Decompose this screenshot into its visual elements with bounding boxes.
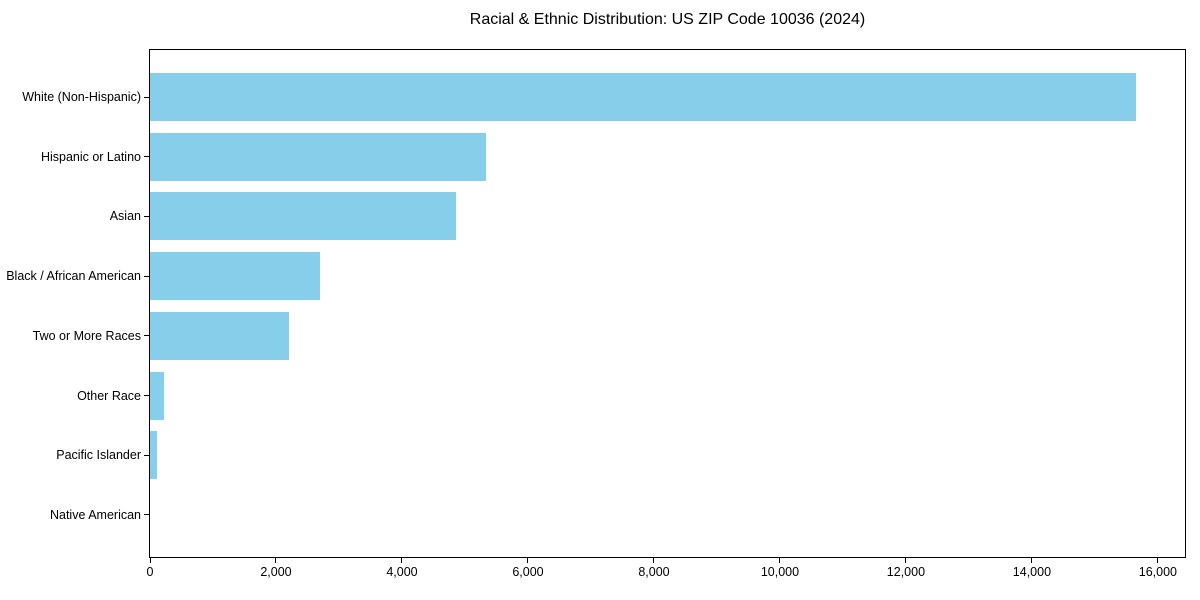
- y-tick-label: Two or More Races: [32, 328, 141, 343]
- x-tick-mark: [149, 558, 151, 563]
- y-tick-mark: [144, 275, 149, 277]
- bar: [150, 252, 321, 301]
- x-tick-label: 10,000: [760, 565, 800, 579]
- y-tick-mark: [144, 514, 149, 516]
- x-tick-label: 4,000: [386, 565, 418, 579]
- x-tick-label: 8,000: [638, 565, 670, 579]
- y-tick-label: Hispanic or Latino: [40, 149, 141, 164]
- y-tick-mark: [144, 156, 149, 158]
- y-tick-mark: [144, 395, 149, 396]
- bar: [150, 192, 456, 241]
- y-tick-label: White (Non-Hispanic): [22, 90, 141, 104]
- y-tick-label: Asian: [109, 209, 141, 224]
- y-tick-label: Other Race: [77, 388, 141, 403]
- x-tick-mark: [1157, 558, 1159, 563]
- bar: [150, 132, 487, 181]
- x-tick-mark: [527, 558, 529, 563]
- x-tick-mark: [905, 558, 907, 563]
- x-tick-mark: [401, 558, 403, 563]
- bar: [150, 311, 289, 360]
- y-tick-label: Black / African American: [6, 269, 141, 284]
- x-tick-label: 12,000: [886, 565, 926, 579]
- plot-area: [149, 49, 1186, 558]
- y-tick-label: Pacific Islander: [56, 448, 141, 463]
- chart-title: Racial & Ethnic Distribution: US ZIP Cod…: [469, 11, 866, 28]
- y-tick-mark: [144, 215, 149, 217]
- x-tick-label: 6,000: [512, 565, 544, 579]
- x-tick-mark: [1031, 558, 1033, 563]
- bar: [150, 431, 157, 480]
- x-tick-label: 14,000: [1012, 565, 1052, 579]
- y-tick-mark: [144, 335, 149, 337]
- bar: [150, 73, 1136, 121]
- x-tick-mark: [275, 558, 277, 563]
- x-tick-label: 2,000: [260, 565, 292, 579]
- y-tick-mark: [144, 96, 149, 98]
- y-tick-mark: [144, 454, 149, 456]
- y-tick-label: Native American: [49, 507, 141, 522]
- x-tick-label: 0: [146, 565, 154, 579]
- x-tick-mark: [779, 558, 781, 563]
- bar: [150, 371, 164, 420]
- x-tick-label: 16,000: [1138, 565, 1178, 579]
- x-tick-mark: [653, 558, 655, 563]
